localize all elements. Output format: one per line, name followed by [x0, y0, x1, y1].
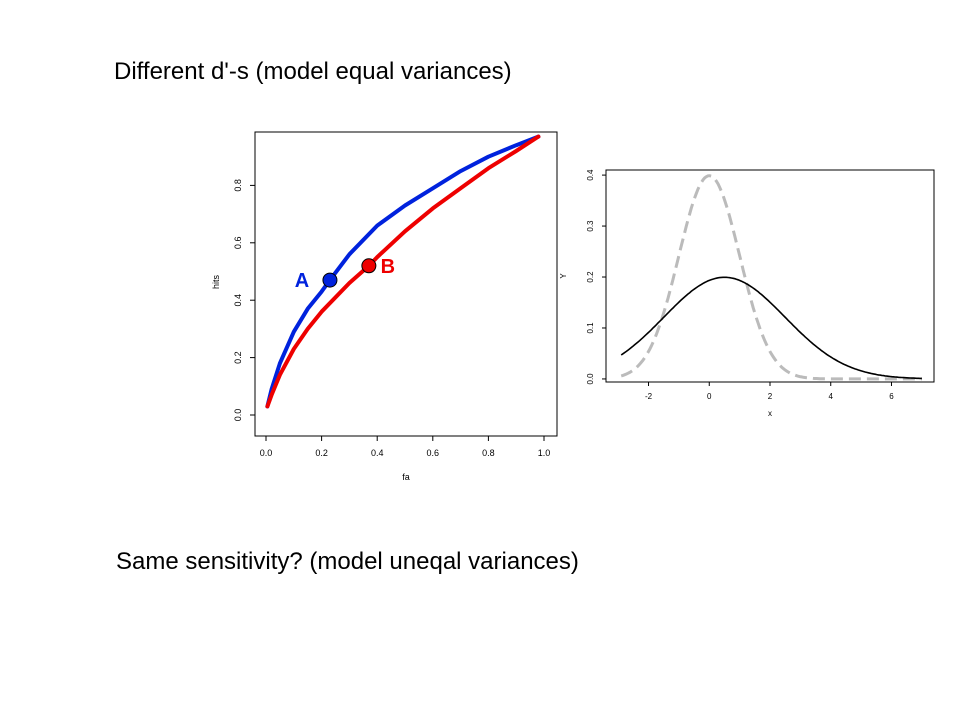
- roc-y-axis-label: hits: [211, 275, 221, 290]
- roc-x-tick-label: 0.4: [371, 448, 384, 458]
- density-x-tick-label: 4: [829, 392, 834, 401]
- density-x-tick-label: 6: [889, 392, 894, 401]
- roc-curve-blue: [265, 134, 541, 409]
- roc-point-b: [361, 258, 377, 274]
- density-x-tick-label: -2: [645, 392, 653, 401]
- roc-y-tick-label: 0.6: [233, 237, 243, 250]
- density-y-tick-label: 0.1: [586, 322, 595, 334]
- roc-x-tick-label: 1.0: [538, 448, 551, 458]
- roc-point-label: B: [381, 256, 395, 278]
- density-x-tick-label: 2: [768, 392, 773, 401]
- roc-x-tick-label: 0.8: [482, 448, 495, 458]
- density-series-group: [620, 174, 922, 381]
- density-x-tick-label: 0: [707, 392, 712, 401]
- roc-point-a: [322, 272, 338, 288]
- roc-y-tick-label: 0.4: [233, 294, 243, 307]
- density-curve-dashed: [620, 174, 922, 381]
- density-plot-frame: [605, 169, 935, 383]
- roc-y-tick-label: 0.8: [233, 179, 243, 192]
- roc-y-tick-label: 0.0: [233, 409, 243, 422]
- slide-heading: Different d'-s (model equal variances): [114, 58, 512, 85]
- density-y-tick-label: 0.3: [586, 220, 595, 232]
- density-y-tick-label: 0.2: [586, 271, 595, 283]
- roc-x-tick-label: 0.0: [260, 448, 273, 458]
- roc-x-axis-label: fa: [402, 472, 410, 482]
- density-y-tick-label: 0.0: [586, 373, 595, 385]
- roc-point-label: A: [295, 270, 309, 292]
- density-axis-ticks: -2 0 2 4 6 0.0 0.1 0.2 0.3 0.4: [586, 169, 894, 401]
- density-y-axis-label: Y: [559, 273, 568, 279]
- roc-points-group: AB: [295, 256, 395, 292]
- slide-bottom-text: Same sensitivity? (model uneqal variance…: [116, 548, 579, 575]
- density-x-axis-label: x: [768, 409, 772, 418]
- density-y-tick-label: 0.4: [586, 169, 595, 181]
- roc-x-tick-label: 0.2: [315, 448, 328, 458]
- roc-axis-ticks: 0.0 0.2 0.4 0.6 0.8 1.0 0.0 0.2 0.4 0.6 0.8: [233, 179, 550, 458]
- roc-y-tick-label: 0.2: [233, 351, 243, 364]
- density-curve-solid: [620, 276, 922, 380]
- roc-x-tick-label: 0.6: [427, 448, 440, 458]
- roc-plot-frame: [254, 131, 558, 437]
